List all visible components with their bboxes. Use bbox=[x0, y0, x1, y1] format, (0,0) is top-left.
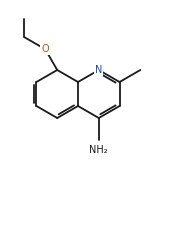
Text: O: O bbox=[41, 44, 49, 54]
Text: NH₂: NH₂ bbox=[89, 145, 108, 155]
Text: N: N bbox=[95, 65, 102, 75]
